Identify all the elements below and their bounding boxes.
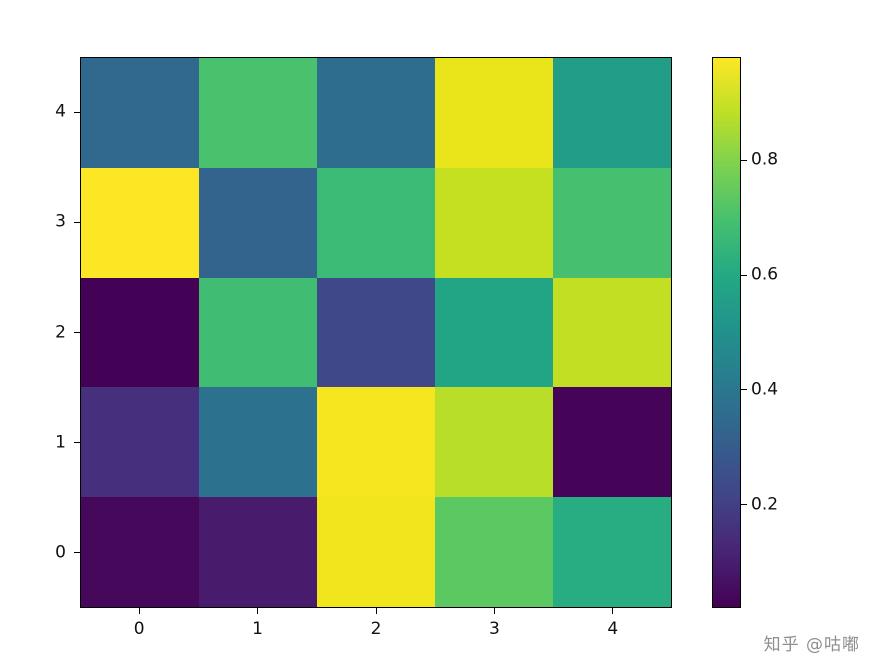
heatmap-cell-x4-y1: [553, 387, 671, 498]
x-tick-mark: [612, 608, 614, 614]
heatmap-cell-x2-y1: [317, 387, 435, 498]
y-tick-mark: [74, 552, 80, 554]
heatmap-grid: [81, 58, 671, 607]
heatmap-cell-x2-y0: [317, 497, 435, 607]
heatmap-cell-x0-y0: [81, 497, 199, 607]
heatmap-cell-x2-y2: [317, 277, 435, 388]
colorbar-gradient: [713, 58, 740, 607]
x-tick-mark: [493, 608, 495, 614]
y-tick-label: 2: [55, 322, 66, 342]
colorbar-tick-label: 0.2: [751, 494, 779, 515]
x-tick-label: 3: [488, 619, 500, 639]
heatmap-cell-x2-y3: [317, 167, 435, 278]
x-tick-mark: [375, 608, 377, 614]
colorbar-tick-mark: [741, 159, 747, 161]
x-tick-label: 2: [370, 619, 382, 639]
colorbar-tick-mark: [741, 389, 747, 391]
x-tick-label: 1: [252, 619, 264, 639]
heatmap-cell-x0-y4: [81, 58, 199, 168]
colorbar-tick-label: 0.4: [751, 379, 779, 400]
y-tick-mark: [74, 221, 80, 223]
colorbar-tick-mark: [741, 274, 747, 276]
heatmap-cell-x0-y2: [81, 277, 199, 388]
x-tick-mark: [138, 608, 140, 614]
y-tick-mark: [74, 111, 80, 113]
heatmap-cell-x1-y0: [199, 497, 317, 607]
y-tick-label: 4: [55, 101, 66, 122]
heatmap-cell-x2-y4: [317, 58, 435, 168]
heatmap-cell-x3-y2: [435, 277, 553, 388]
heatmap-cell-x3-y3: [435, 167, 553, 278]
heatmap-cell-x1-y2: [199, 277, 317, 388]
x-tick-label: 0: [133, 619, 145, 639]
y-tick-mark: [74, 332, 80, 333]
y-tick-label: 1: [55, 432, 66, 453]
heatmap-cell-x3-y1: [435, 387, 553, 498]
heatmap-cell-x3-y4: [435, 58, 553, 168]
heatmap-cell-x4-y2: [553, 277, 671, 388]
colorbar-tick-mark: [741, 504, 747, 506]
y-tick-label: 0: [55, 542, 66, 563]
heatmap-cell-x1-y1: [199, 387, 317, 498]
x-tick-label: 4: [607, 619, 619, 639]
heatmap-cell-x4-y0: [553, 497, 671, 607]
heatmap-cell-x0-y1: [81, 387, 199, 498]
heatmap-cell-x4-y3: [553, 167, 671, 278]
colorbar-tick-label: 0.8: [751, 149, 779, 170]
heatmap-cell-x0-y3: [81, 167, 199, 278]
watermark: 知乎 @咕嘟: [763, 635, 860, 655]
x-tick-mark: [257, 608, 259, 614]
colorbar: [712, 57, 741, 608]
heatmap-plot: [80, 57, 672, 608]
y-tick-mark: [74, 442, 80, 444]
heatmap-cell-x1-y3: [199, 167, 317, 278]
y-tick-label: 3: [55, 211, 66, 232]
heatmap-cell-x1-y4: [199, 58, 317, 168]
heatmap-cell-x3-y0: [435, 497, 553, 607]
colorbar-tick-label: 0.6: [751, 264, 779, 285]
heatmap-cell-x4-y4: [553, 58, 671, 168]
